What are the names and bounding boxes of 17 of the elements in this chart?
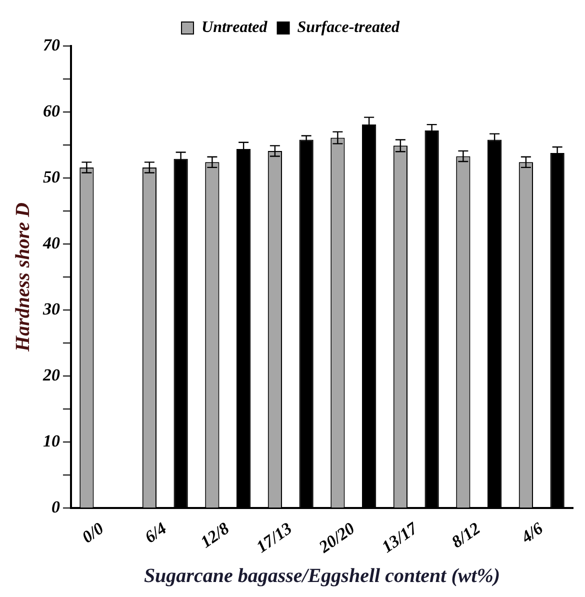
x-tick-label: 0/0 bbox=[78, 518, 108, 547]
y-tick-label: 50 bbox=[43, 167, 60, 186]
x-axis-title: Sugarcane bagasse/Eggshell content (wt%) bbox=[144, 565, 500, 588]
y-tick-label: 30 bbox=[42, 299, 60, 318]
x-tick-label: 12/8 bbox=[197, 518, 234, 552]
y-axis-title: Hardness shore D bbox=[12, 202, 34, 352]
x-tick-label: 8/12 bbox=[448, 518, 484, 552]
y-tick-label: 10 bbox=[43, 431, 60, 450]
x-tick-label: 6/4 bbox=[141, 518, 170, 547]
y-tick-label: 60 bbox=[43, 101, 60, 120]
legend-label: Surface-treated bbox=[297, 19, 400, 36]
x-tick-label: 4/6 bbox=[516, 518, 547, 548]
y-tick-label: 20 bbox=[42, 365, 60, 384]
y-tick-label: 70 bbox=[43, 35, 60, 54]
legend-label: Untreated bbox=[202, 19, 268, 36]
y-tick-label: 40 bbox=[42, 233, 60, 252]
y-tick-label: 0 bbox=[52, 497, 60, 516]
